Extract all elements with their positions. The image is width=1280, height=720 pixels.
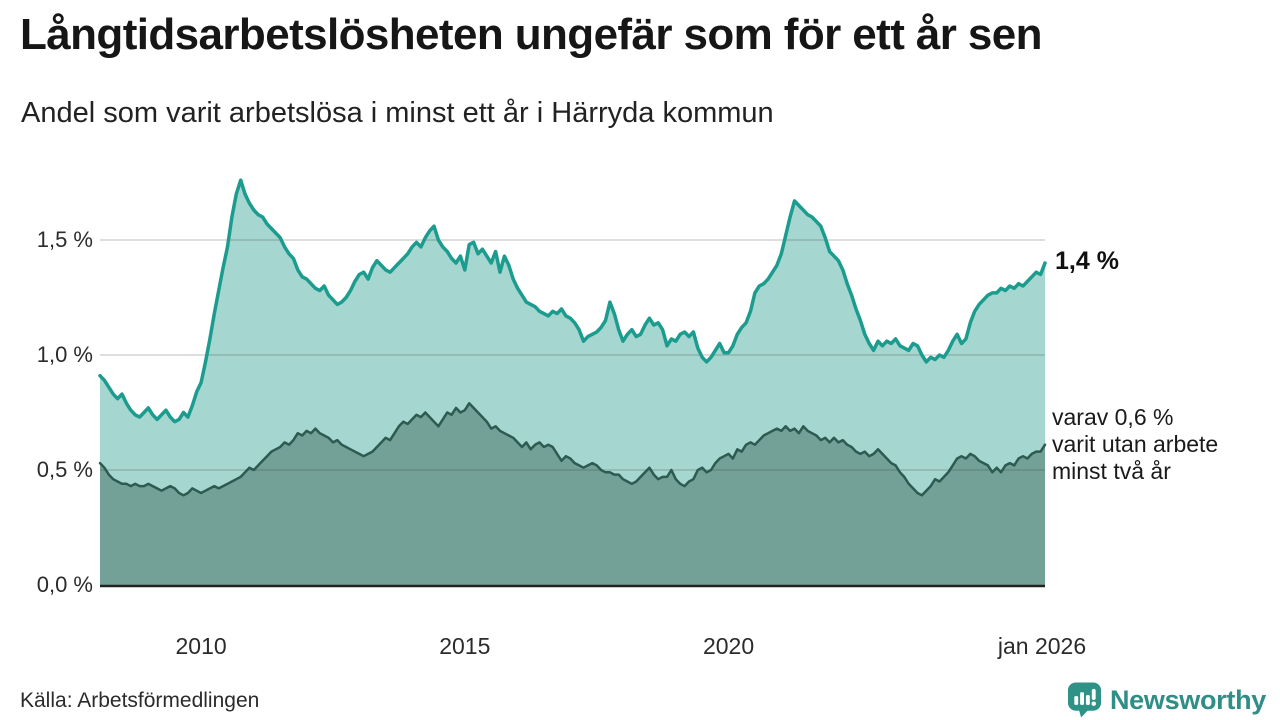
exclamation-stem [1091, 688, 1096, 700]
x-axis-tick-label: 2020 [702, 633, 755, 659]
y-axis-tick-label: 0,5 % [36, 457, 93, 482]
bar-small [1074, 696, 1079, 705]
y-axis-tick-label: 0,0 % [36, 572, 93, 597]
series-annotation-label: varav 0,6 % varit utan arbete minst två … [1052, 403, 1219, 484]
area-fill-unemployed-2yr [100, 403, 1045, 585]
chart-subtitle: Andel som varit arbetslösa i minst ett å… [21, 97, 774, 129]
x-axis-tick-label: jan 2026 [997, 633, 1087, 659]
exclamation-dot [1091, 701, 1096, 706]
y-axis-tick-label: 1,5 % [36, 227, 93, 252]
y-axis-tick-label: 1,0 % [36, 342, 93, 367]
bar-medium [1085, 695, 1090, 705]
newsworthy-speech-bubble-icon [1067, 682, 1101, 718]
x-axis-tick-label: 2010 [175, 633, 227, 659]
brand-wordmark: Newsworthy [1109, 684, 1266, 715]
source-credit: Källa: Arbetsförmedlingen [20, 689, 260, 712]
page-title: Långtidsarbetslösheten ungefär som för e… [20, 10, 1043, 59]
latest-value-label: 1,4 % [1055, 247, 1119, 275]
bar-tall [1080, 692, 1084, 705]
line-unemployed-2yr [98, 402, 1047, 497]
x-axis-tick-label: 2015 [439, 633, 491, 659]
newsworthy-logo[interactable]: Newsworthy [1067, 681, 1266, 719]
line-unemployed-1yr [98, 178, 1047, 424]
